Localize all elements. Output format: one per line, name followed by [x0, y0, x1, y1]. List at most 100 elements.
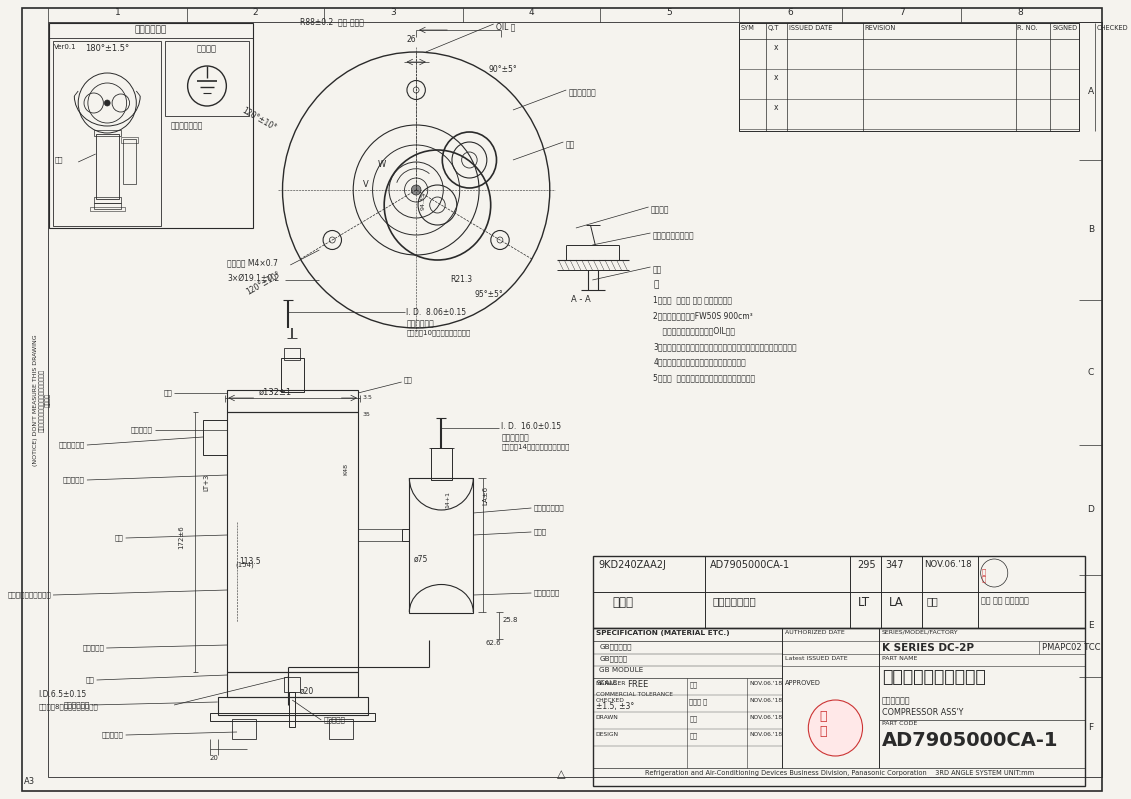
Text: 180°±1.5°: 180°±1.5°	[85, 44, 129, 53]
Text: I. D.  16.0±0.15: I. D. 16.0±0.15	[501, 422, 561, 431]
Text: 密封接线柱盖: 密封接线柱盖	[59, 442, 85, 448]
Text: 5、其它  ：在表面适当地方标记制造管理记号。: 5、其它 ：在表面适当地方标记制造管理记号。	[654, 373, 756, 382]
Text: 铭牌: 铭牌	[115, 535, 123, 541]
Text: ISSUED DATE: ISSUED DATE	[789, 25, 832, 31]
Text: COMPRESSOR ASS'Y: COMPRESSOR ASS'Y	[882, 708, 964, 717]
Text: 接地螺钉: 接地螺钉	[650, 205, 668, 214]
Text: A: A	[1088, 86, 1094, 96]
Bar	[402, 529, 409, 541]
Text: 3: 3	[390, 8, 396, 17]
Text: NOV.06.'18: NOV.06.'18	[749, 681, 783, 686]
Text: NOV.06.'18: NOV.06.'18	[749, 715, 783, 720]
Text: Refrigeration and Air-Conditioning Devices Business Division, Panasonic Corporat: Refrigeration and Air-Conditioning Devic…	[645, 770, 1034, 776]
Bar	[280, 358, 304, 392]
Text: 113.5: 113.5	[239, 557, 260, 566]
Text: 2: 2	[252, 8, 258, 17]
Bar	[217, 697, 368, 715]
Text: K SERIES DC-2P: K SERIES DC-2P	[882, 643, 974, 653]
Text: 5: 5	[666, 8, 672, 17]
Text: V: V	[363, 180, 369, 189]
Bar	[204, 420, 227, 455]
Text: C: C	[1088, 368, 1094, 377]
Text: I. D.  8.06±0.15: I. D. 8.06±0.15	[406, 308, 467, 317]
Text: 压缩机本体编号: 压缩机本体编号	[713, 596, 757, 606]
Text: AD7905000CA-1: AD7905000CA-1	[882, 731, 1059, 750]
Text: 35: 35	[363, 412, 371, 417]
Text: 螺钉: 螺钉	[566, 140, 575, 149]
Text: 支夹（不锈钢）: 支夹（不锈钢）	[534, 505, 564, 511]
Text: 橡胶带: 橡胶带	[534, 529, 546, 535]
Text: A - A: A - A	[571, 295, 590, 304]
Text: 制造日期标记（对面）: 制造日期标记（对面）	[7, 592, 51, 598]
Text: 从顶端起8以内不允许粘附涂料: 从顶端起8以内不允许粘附涂料	[38, 703, 98, 710]
Text: R21.3: R21.3	[450, 275, 472, 284]
Text: （注意）この図面で直接测定しないこと: （注意）この図面で直接测定しないこと	[40, 368, 45, 431]
Text: PART NAME: PART NAME	[882, 656, 917, 661]
Text: MANAGER: MANAGER	[595, 681, 625, 686]
Text: R88±0.2  脚孔-脚中心: R88±0.2 脚孔-脚中心	[300, 17, 364, 26]
Text: 1、涂装  ：涂料 黑色 烧结树脂涂料: 1、涂装 ：涂料 黑色 烧结树脂涂料	[654, 296, 733, 304]
Text: CHECKED: CHECKED	[1097, 25, 1129, 31]
Circle shape	[104, 100, 110, 106]
Text: CHECKED: CHECKED	[595, 698, 624, 703]
Text: 94.35: 94.35	[421, 192, 426, 210]
Text: 机脚: 机脚	[653, 265, 662, 274]
Bar	[49, 23, 252, 228]
Text: APPROVED: APPROVED	[785, 680, 821, 686]
Text: 8: 8	[1018, 8, 1024, 17]
Text: 120°±10°: 120°±10°	[244, 270, 282, 297]
Text: 4: 4	[528, 8, 534, 17]
Bar	[227, 412, 359, 672]
Text: 接地符号: 接地符号	[197, 44, 217, 53]
Bar	[96, 134, 119, 199]
Text: ±1.5, ±3°: ±1.5, ±3°	[596, 702, 634, 711]
Text: 铭牌张贴位置: 铭牌张贴位置	[135, 25, 167, 34]
Text: AUTHORIZED DATE: AUTHORIZED DATE	[785, 630, 845, 635]
Text: 26: 26	[406, 35, 416, 44]
Text: 储液器（钢）: 储液器（钢）	[534, 590, 560, 596]
Text: 4、接地符号：在机脚接地螺钉孔附近表示。: 4、接地符号：在机脚接地螺钉孔附近表示。	[654, 357, 746, 367]
Text: ø132±1: ø132±1	[258, 388, 292, 397]
Text: LA: LA	[889, 596, 904, 609]
Text: 62.6: 62.6	[486, 640, 501, 646]
Bar	[89, 207, 124, 211]
Text: 胡晓海 级: 胡晓海 级	[689, 698, 707, 705]
Text: △: △	[558, 769, 566, 779]
Text: GB MODULE: GB MODULE	[599, 667, 644, 673]
Bar	[285, 677, 300, 692]
Text: 记入 检印 制定承认日: 记入 检印 制定承认日	[981, 596, 1028, 605]
Text: 3.5: 3.5	[363, 395, 373, 400]
Text: 吸气管（铜）: 吸气管（铜）	[501, 433, 529, 442]
Text: 核
检: 核 检	[982, 568, 986, 582]
Text: SIGNED: SIGNED	[1052, 25, 1078, 31]
Text: SYM: SYM	[741, 25, 754, 31]
Bar	[739, 23, 1079, 131]
Text: 机脚安装角度: 机脚安装角度	[568, 88, 596, 97]
Bar	[121, 137, 138, 143]
Text: Latest ISSUED DATE: Latest ISSUED DATE	[785, 656, 848, 661]
Text: R. NO.: R. NO.	[1018, 25, 1038, 31]
Text: F: F	[1088, 722, 1094, 732]
Bar	[227, 390, 359, 412]
Text: 1: 1	[114, 8, 120, 17]
Text: 25.8: 25.8	[502, 617, 518, 623]
Text: 排气管（铜）: 排气管（铜）	[406, 319, 434, 328]
Bar	[329, 719, 353, 739]
Circle shape	[412, 185, 421, 195]
Bar	[94, 203, 121, 209]
Text: 铭牌: 铭牌	[55, 156, 63, 163]
Text: COMMERCIAL TOLERANCE: COMMERCIAL TOLERANCE	[596, 692, 673, 697]
Text: 95°±5°: 95°±5°	[474, 290, 503, 299]
Text: 压缩机本体图: 压缩机本体图	[882, 696, 910, 705]
Bar	[123, 139, 137, 184]
Text: （注入后须在上盖表面盖OIL印）: （注入后须在上盖表面盖OIL印）	[654, 327, 735, 336]
Text: NOV.06.'18: NOV.06.'18	[749, 732, 783, 737]
Bar	[409, 478, 473, 613]
Text: E: E	[1088, 622, 1094, 630]
Text: B: B	[1088, 225, 1094, 234]
Bar	[290, 692, 295, 727]
Bar	[94, 130, 121, 136]
Text: SPECIFICATION (MATERIAL ETC.): SPECIFICATION (MATERIAL ETC.)	[596, 630, 729, 636]
Text: DRAWN: DRAWN	[595, 715, 618, 720]
Text: 螺栓（钢）: 螺栓（钢）	[131, 427, 153, 433]
